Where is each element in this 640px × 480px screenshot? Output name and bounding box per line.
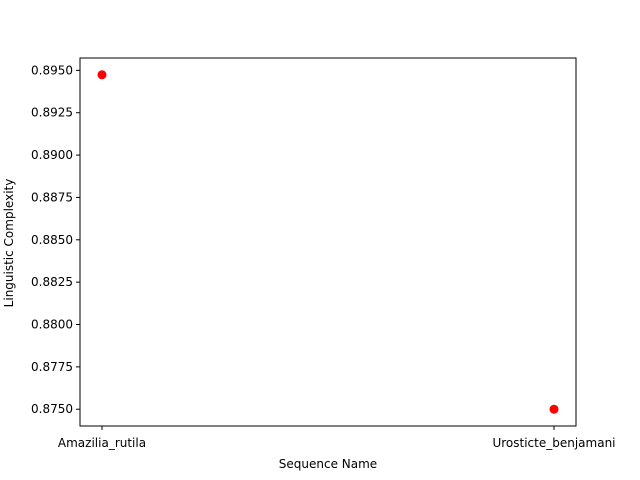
- y-tick-label: 0.8950: [31, 63, 73, 77]
- y-tick-label: 0.8850: [31, 233, 73, 247]
- y-tick-label: 0.8800: [31, 318, 73, 332]
- data-point: [549, 404, 559, 414]
- y-tick-label: 0.8900: [31, 148, 73, 162]
- y-tick-label: 0.8925: [31, 106, 73, 120]
- y-tick-label: 0.8775: [31, 360, 73, 374]
- x-tick-label: Urosticte_benjamani: [492, 436, 615, 450]
- data-point: [97, 70, 107, 80]
- x-axis-label: Sequence Name: [279, 457, 377, 471]
- plot-area: 0.8750 0.8775 0.8800 0.8825 0.8850 0.8875 0.89…: [31, 57, 616, 450]
- axes-frame: [79, 57, 577, 427]
- x-tick-label: Amazilia_rutila: [58, 436, 146, 450]
- y-tick-label: 0.8750: [31, 402, 73, 416]
- y-tick-label: 0.8825: [31, 275, 73, 289]
- y-tick-label: 0.8875: [31, 190, 73, 204]
- y-axis-label: Linguistic Complexity: [2, 179, 16, 308]
